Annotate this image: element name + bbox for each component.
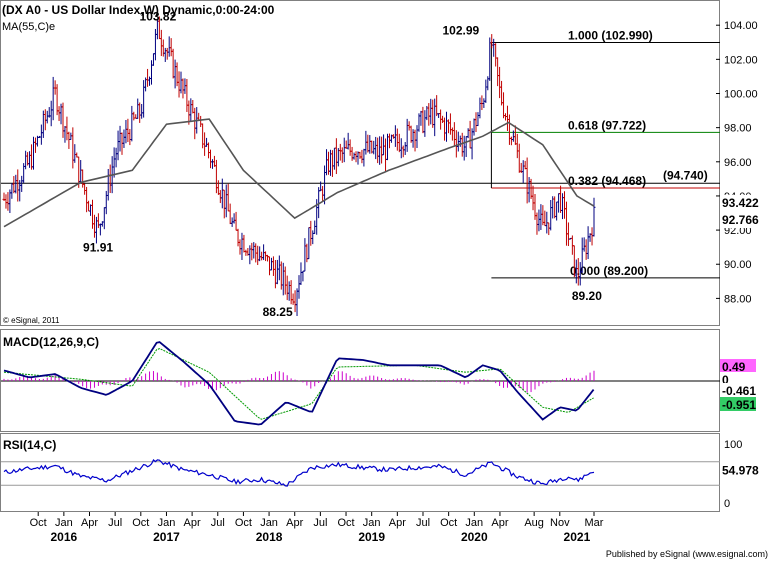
price-ytick-label: 92.00 <box>724 225 752 237</box>
x-tick-label: Jul <box>211 517 225 529</box>
price-ytick-label: 104.00 <box>724 20 758 32</box>
publisher-label: Published by eSignal (www.esignal.com) <box>606 549 768 559</box>
price-ytick-label: 98.00 <box>724 123 752 135</box>
rsi-line <box>3 459 595 487</box>
price-panel-frame <box>0 0 720 326</box>
macd-title: MACD(12,26,9,C) <box>3 335 99 349</box>
x-axis: Oct Jan Apr Jul Oct Jan Apr Jul Oct Jan Apr Jul Oct J… <box>30 512 604 544</box>
macd-line <box>3 341 595 426</box>
x-tick-label: Jan <box>55 517 73 529</box>
x-tick-label: Apr <box>389 517 406 529</box>
macd-last-value-box <box>720 372 756 386</box>
ma55-line <box>3 118 595 228</box>
price-ytick-label: 88.00 <box>724 293 752 305</box>
x-tick-label: Jan <box>158 517 176 529</box>
x-tick-label: Jan <box>260 517 278 529</box>
rsi-panel-frame <box>0 433 720 512</box>
x-year-label: 2019 <box>358 530 385 544</box>
price-panel: 104.00102.00100.0098.0096.0094.0092.0090… <box>1 9 770 319</box>
horizontal-level-label: (94.740) <box>663 168 708 182</box>
price-last-value-label: 92.766 <box>722 213 759 227</box>
macd-last-value-box <box>720 359 756 373</box>
price-annotation-label: 102.99 <box>442 23 479 37</box>
x-tick-label: Jul <box>108 517 122 529</box>
rsi-panel: 100 0 54.978 <box>1 439 768 510</box>
x-tick-label: Jul <box>313 517 327 529</box>
x-tick-label: Mar <box>585 517 604 529</box>
rsi-ytick-label: 100 <box>724 439 742 451</box>
macd-panel: 0.490-0.461-0.951 <box>1 341 756 426</box>
x-tick-label: Jan <box>363 517 381 529</box>
x-tick-label: Apr <box>491 517 508 529</box>
chart-title: (DX A0 - US Dollar Index,W) Dynamic,0:00… <box>2 3 275 17</box>
x-tick-label: Aug <box>524 517 544 529</box>
rsi-ytick-label: 0 <box>724 498 730 510</box>
price-annotation-label: 89.20 <box>572 289 602 303</box>
x-year-label: 2020 <box>461 530 488 544</box>
fib-level-label: 0.382 (94.468) <box>568 174 646 188</box>
x-tick-label: Apr <box>81 517 98 529</box>
x-tick-label: Oct <box>235 517 252 529</box>
price-annotation-label: 88.25 <box>263 305 293 319</box>
x-tick-label: Nov <box>550 517 570 529</box>
x-tick-label: Oct <box>440 517 457 529</box>
macd-last-value-label: 0 <box>722 373 729 387</box>
x-year-label: 2017 <box>153 530 180 544</box>
price-ytick-label: 100.00 <box>724 88 758 100</box>
x-year-label: 2021 <box>564 530 591 544</box>
price-annotation-label: 103.82 <box>140 9 177 23</box>
price-last-value-box <box>720 194 770 211</box>
fib-level-label: 0.618 (97.722) <box>568 118 646 132</box>
rsi-last-value-box <box>720 462 768 478</box>
x-year-label: 2018 <box>256 530 283 544</box>
price-ytick-label: 90.00 <box>724 259 752 271</box>
ma-legend-label: MA(55,C)e <box>2 21 55 33</box>
x-tick-label: Oct <box>30 517 47 529</box>
price-annotation-label: 91.91 <box>83 241 113 255</box>
x-tick-label: Oct <box>132 517 149 529</box>
macd-last-value-label: 0.49 <box>722 360 746 374</box>
price-ytick-label: 96.00 <box>724 157 752 169</box>
price-last-value-box <box>720 212 770 229</box>
macd-last-value-box <box>720 397 756 411</box>
x-year-label: 2016 <box>51 530 78 544</box>
macd-last-value-label: -0.951 <box>722 398 756 412</box>
price-last-value-label: 93.422 <box>722 196 759 210</box>
macd-last-value-label: -0.461 <box>722 384 756 398</box>
fib-level-label: 0.000 (89.200) <box>570 264 648 278</box>
rsi-last-value-label: 54.978 <box>722 464 759 478</box>
x-tick-label: Oct <box>337 517 354 529</box>
x-tick-label: Jan <box>465 517 483 529</box>
x-tick-label: Apr <box>184 517 201 529</box>
x-tick-label: Apr <box>286 517 303 529</box>
macd-last-value-box <box>720 383 756 397</box>
copyright-label: © eSignal, 2011 <box>3 316 60 325</box>
x-tick-label: Jul <box>416 517 430 529</box>
fib-level-label: 1.000 (102.990) <box>568 28 653 42</box>
rsi-title: RSI(14,C) <box>3 438 56 452</box>
price-ytick-label: 102.00 <box>724 54 758 66</box>
